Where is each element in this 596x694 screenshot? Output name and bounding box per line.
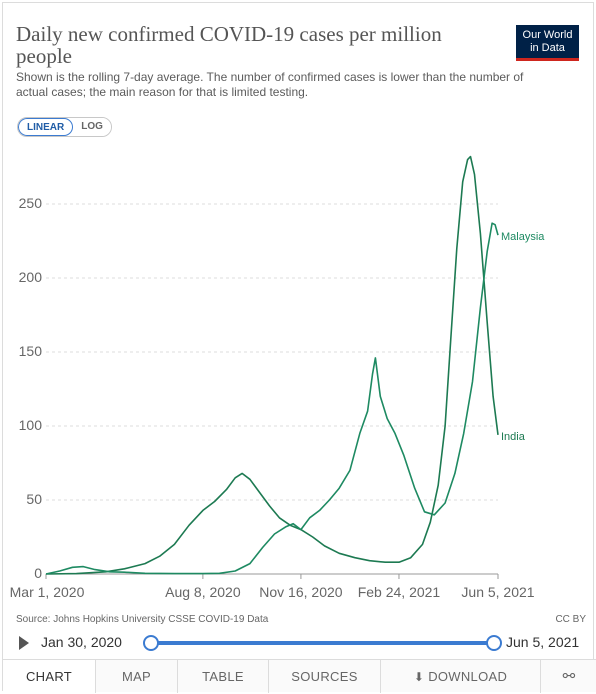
log-scale-button[interactable]: LOG <box>73 118 111 136</box>
y-tick-label: 0 <box>34 565 42 581</box>
x-tick-label: Mar 1, 2020 <box>10 584 85 600</box>
series-label-malaysia: Malaysia <box>501 231 545 243</box>
owid-logo[interactable]: Our World in Data <box>516 25 579 61</box>
license-text[interactable]: CC BY <box>555 614 586 625</box>
tab-table[interactable]: TABLE <box>178 660 269 693</box>
logo-line-1: Our World <box>522 29 573 41</box>
timeline: Jan 30, 2020 Jun 5, 2021 <box>3 631 596 655</box>
chart-subtitle: Shown is the rolling 7-day average. The … <box>16 70 524 99</box>
y-tick-label: 150 <box>19 343 43 359</box>
linear-scale-button[interactable]: LINEAR <box>18 118 74 136</box>
line-chart: 0 50 100 150 200 250 Mar 1, 2020 Aug 8, 2020 Nov… <box>10 155 545 600</box>
timeline-start-handle[interactable] <box>143 635 159 651</box>
tab-sources[interactable]: SOURCES <box>269 660 381 693</box>
series-line-malaysia <box>45 222 499 575</box>
tab-bar: CHART MAP TABLE SOURCES ⬇ DOWNLOAD ⚯ <box>3 659 596 693</box>
x-tick-label: Nov 16, 2020 <box>259 584 342 600</box>
scale-toggle: LINEAR LOG <box>17 117 112 137</box>
tab-map[interactable]: MAP <box>96 660 178 693</box>
play-icon[interactable] <box>19 636 29 650</box>
download-label: DOWNLOAD <box>428 669 508 684</box>
x-tick-label: Feb 24, 2021 <box>358 584 441 600</box>
share-icon: ⚯ <box>562 668 576 685</box>
series-label-india: India <box>501 431 526 443</box>
source-line: Source: Johns Hopkins University CSSE CO… <box>16 614 586 625</box>
chart-title: Daily new confirmed COVID-19 cases per m… <box>16 22 442 68</box>
timeline-end-handle[interactable] <box>486 635 502 651</box>
x-tick-label: Aug 8, 2020 <box>165 584 241 600</box>
tab-download[interactable]: ⬇ DOWNLOAD <box>381 660 541 693</box>
series-line-india <box>45 155 499 575</box>
timeline-start-label: Jan 30, 2020 <box>41 634 122 650</box>
download-icon: ⬇ <box>413 670 425 684</box>
y-tick-label: 100 <box>19 417 43 433</box>
tab-chart[interactable]: CHART <box>3 660 96 693</box>
timeline-end-label: Jun 5, 2021 <box>506 634 580 650</box>
y-tick-label: 50 <box>26 491 42 507</box>
timeline-range-fill <box>151 641 494 645</box>
x-tick-label: Jun 5, 2021 <box>461 584 534 600</box>
y-tick-label: 250 <box>19 195 43 211</box>
logo-line-2: in Data <box>530 42 565 54</box>
source-text[interactable]: Source: Johns Hopkins University CSSE CO… <box>16 614 269 625</box>
share-button[interactable]: ⚯ <box>541 660 596 693</box>
y-tick-label: 200 <box>19 269 43 285</box>
timeline-track[interactable] <box>143 635 502 651</box>
